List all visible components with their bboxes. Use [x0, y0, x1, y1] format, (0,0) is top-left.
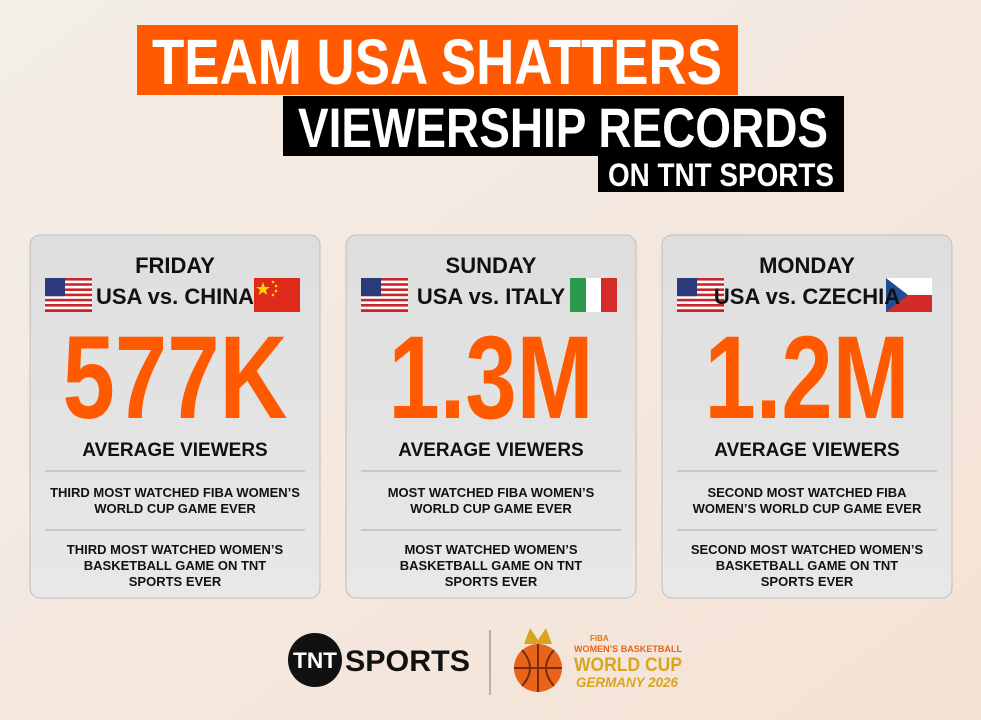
wc-crown — [524, 628, 552, 644]
tnt-logo-text: TNT — [293, 648, 338, 673]
card-viewers: 577K — [63, 312, 288, 444]
card-fact-line: BASKETBALL GAME ON TNT — [716, 558, 899, 573]
card-day: FRIDAY — [135, 253, 215, 278]
tnt-logo — [288, 633, 342, 687]
card-fact-line: THIRD MOST WATCHED WOMEN’S — [67, 542, 284, 557]
card-fact-line: WOMEN’S WORLD CUP GAME EVER — [693, 501, 922, 516]
fiba-text: FIBA — [590, 634, 609, 643]
title-band — [137, 25, 738, 95]
title-band — [283, 96, 844, 156]
card-fact-line: MOST WATCHED FIBA WOMEN’S — [388, 485, 595, 500]
card-fact-line: SPORTS EVER — [761, 574, 854, 589]
wc-line-1: WOMEN’S BASKETBALL — [574, 644, 682, 654]
card-matchup: USA vs. CZECHIA — [714, 284, 900, 309]
card-fact-line: MOST WATCHED WOMEN’S — [404, 542, 577, 557]
title-line-1: TEAM USA SHATTERS — [152, 26, 722, 98]
sports-logo-text: SPORTS — [345, 645, 470, 678]
footer: TNT SPORTS FIBA WOMEN’S BASKETBALL WORLD… — [288, 628, 682, 695]
card-fact-line: WORLD CUP GAME EVER — [94, 501, 256, 516]
card-fact-line: SECOND MOST WATCHED FIBA — [707, 485, 907, 500]
card-day: MONDAY — [759, 253, 855, 278]
wc-line-2: WORLD CUP — [574, 655, 682, 676]
card-matchup: USA vs. CHINA — [96, 284, 254, 309]
card-fact-line: SECOND MOST WATCHED WOMEN’S — [691, 542, 924, 557]
card-fact-line: WORLD CUP GAME EVER — [410, 501, 572, 516]
card-fact-line: SPORTS EVER — [445, 574, 538, 589]
card-bg — [345, 234, 637, 599]
card-viewers: 1.3M — [389, 312, 594, 444]
flag-usa — [45, 278, 92, 312]
card-fact-line: THIRD MOST WATCHED FIBA WOMEN’S — [50, 485, 300, 500]
card-fact-line: BASKETBALL GAME ON TNT — [400, 558, 583, 573]
title-line-3: ON TNT SPORTS — [608, 157, 834, 193]
card-bg — [661, 234, 953, 599]
card-viewers-label: AVERAGE VIEWERS — [398, 440, 583, 461]
title-band — [598, 156, 844, 192]
flag-opponent — [570, 278, 617, 312]
card-fact-line: BASKETBALL GAME ON TNT — [84, 558, 267, 573]
card-viewers: 1.2M — [705, 312, 910, 444]
card-day: SUNDAY — [446, 253, 537, 278]
card-matchup: USA vs. ITALY — [417, 284, 566, 309]
card-fact-line: SPORTS EVER — [129, 574, 222, 589]
title-line-2: VIEWERSHIP RECORDS — [298, 96, 828, 159]
wc-ball-lines — [514, 644, 562, 692]
wc-line-3: GERMANY 2026 — [576, 674, 678, 690]
card-viewers-label: AVERAGE VIEWERS — [82, 440, 267, 461]
flag-opponent — [254, 278, 300, 312]
card-bg — [29, 234, 321, 599]
flag-usa — [361, 278, 408, 312]
card-viewers-label: AVERAGE VIEWERS — [714, 440, 899, 461]
